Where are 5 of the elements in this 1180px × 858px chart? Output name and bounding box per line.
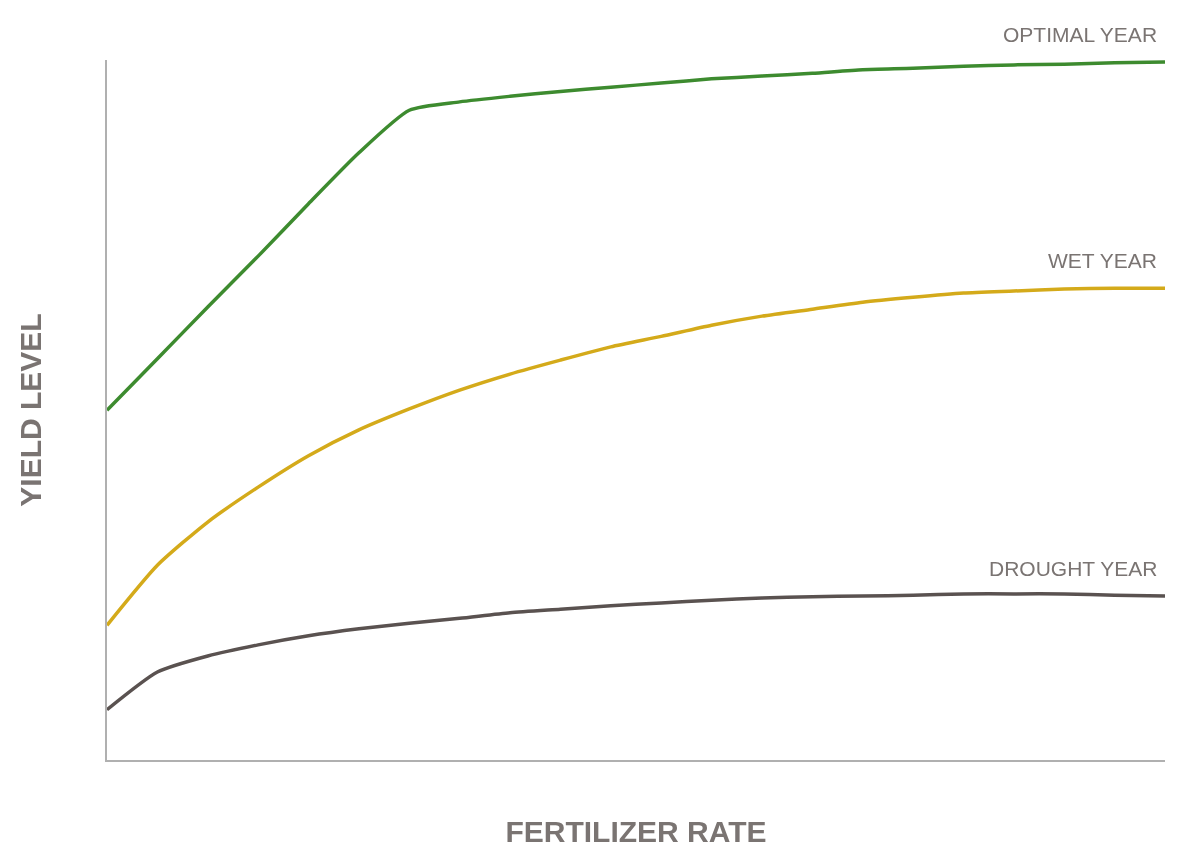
series-label: WET YEAR (1048, 249, 1157, 272)
y-axis-title: YIELD LEVEL (13, 313, 47, 507)
x-axis-title: FERTILIZER RATE (505, 814, 767, 848)
series-label: OPTIMAL YEAR (1003, 23, 1158, 46)
series-label: DROUGHT YEAR (989, 557, 1158, 580)
